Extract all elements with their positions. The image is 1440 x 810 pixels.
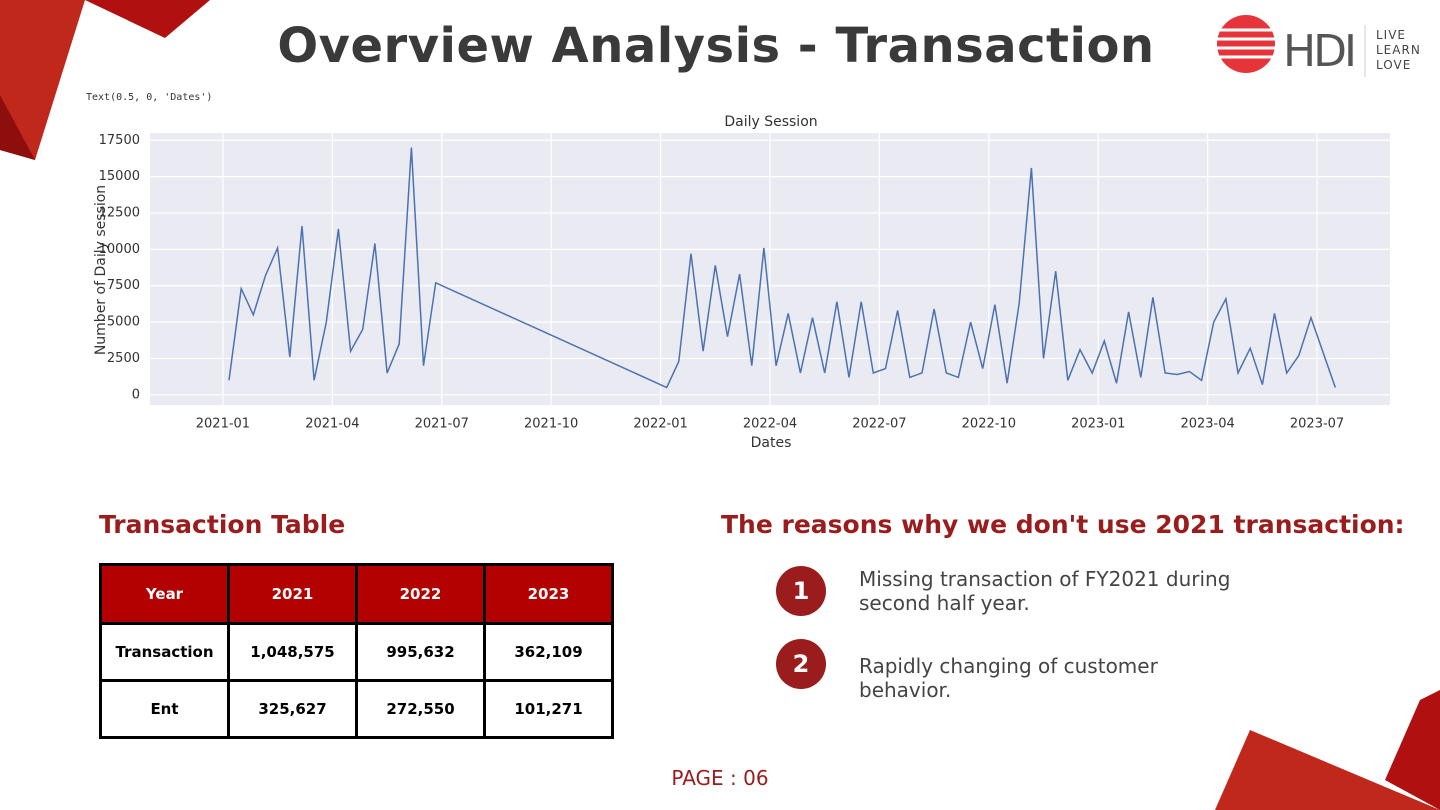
header-cell: 2023 xyxy=(483,563,614,625)
corner-shape xyxy=(0,95,35,160)
cell: 101,271 xyxy=(483,679,614,739)
corner-shape xyxy=(1385,690,1440,810)
cell: Transaction xyxy=(99,622,230,682)
x-tick-label: 2023-01 xyxy=(1071,417,1125,432)
corner-shape xyxy=(1215,730,1440,810)
chart: Daily Session Dates Number of Daily sess… xyxy=(93,114,1390,451)
y-tick-label: 12500 xyxy=(99,206,140,221)
corner-shape xyxy=(0,0,85,160)
y-tick-label: 7500 xyxy=(107,278,140,293)
header-cell: Year xyxy=(99,563,230,625)
x-tick-label: 2022-04 xyxy=(743,417,797,432)
reason-number: 1 xyxy=(776,566,826,616)
x-tick-label: 2021-01 xyxy=(196,417,250,432)
y-tick-label: 17500 xyxy=(99,133,140,148)
title: Overview Analysis - Transaction xyxy=(277,18,1155,74)
cell: 325,627 xyxy=(227,679,358,739)
tagline: LIVE LEARN LOVE xyxy=(1376,28,1421,73)
plot xyxy=(150,133,1390,405)
table-row: Transaction 1,048,575 995,632 362,109 xyxy=(99,622,614,682)
y-axis-label: Number of Daily session xyxy=(93,185,109,355)
x-tick-label: 2023-04 xyxy=(1180,417,1234,432)
tagline-line: LOVE xyxy=(1376,58,1412,72)
cell: 362,109 xyxy=(483,622,614,682)
x-tick-label: 2021-04 xyxy=(305,417,359,432)
logo-stripes xyxy=(1215,28,1280,59)
x-tick-label: 2022-01 xyxy=(633,417,687,432)
table-title: Transaction Table xyxy=(99,510,346,539)
cell: 995,632 xyxy=(355,622,486,682)
reason-text: Rapidly changing of customer behavior. xyxy=(859,654,1158,702)
header-cell: 2021 xyxy=(227,563,358,625)
reason-text: Missing transaction of FY2021 during sec… xyxy=(859,567,1231,615)
code-output: Text(0.5, 0, 'Dates') xyxy=(86,92,213,103)
x-tick-label: 2023-07 xyxy=(1290,417,1344,432)
reasons-title: The reasons why we don't use 2021 transa… xyxy=(721,510,1405,539)
page-number: PAGE : 06 xyxy=(671,766,769,790)
transaction-table: Year 2021 2022 2023 Transaction 1,048,57… xyxy=(99,563,614,739)
x-tick-label: 2022-07 xyxy=(852,417,906,432)
x-tick-label: 2021-10 xyxy=(524,417,578,432)
x-tick-label: 2021-07 xyxy=(415,417,469,432)
cell: Ent xyxy=(99,679,230,739)
header-cell: 2022 xyxy=(355,563,486,625)
corner-shape xyxy=(85,0,210,38)
tagline-line: LEARN xyxy=(1376,43,1421,57)
y-tick-label: 10000 xyxy=(99,242,140,257)
reason-number: 2 xyxy=(776,639,826,689)
logo-text: HDI xyxy=(1283,26,1354,77)
y-tick-label: 2500 xyxy=(107,351,140,366)
x-axis-label: Dates xyxy=(751,435,792,451)
line-series xyxy=(228,147,1337,389)
chart-title: Daily Session xyxy=(724,114,817,130)
table-row: Ent 325,627 272,550 101,271 xyxy=(99,679,614,739)
table-header: Year 2021 2022 2023 xyxy=(99,563,614,625)
x-tick-label: 2022-10 xyxy=(962,417,1016,432)
y-tick-label: 0 xyxy=(132,387,140,402)
tagline-line: LIVE xyxy=(1376,28,1407,42)
cell: 1,048,575 xyxy=(227,622,358,682)
cell: 272,550 xyxy=(355,679,486,739)
y-tick-label: 5000 xyxy=(107,315,140,330)
y-tick-label: 15000 xyxy=(99,169,140,184)
